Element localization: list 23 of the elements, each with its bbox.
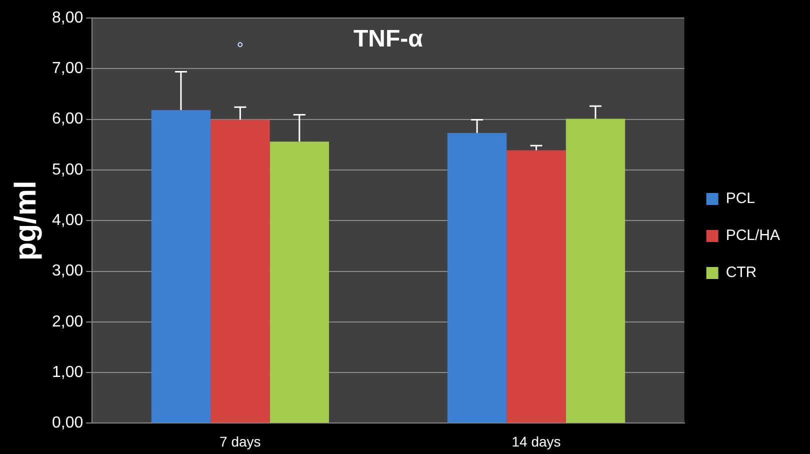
y-tick-label: 7,00 — [52, 60, 84, 78]
y-tick-label: 0,00 — [52, 414, 84, 432]
y-axis-title: pg/ml — [9, 180, 42, 261]
x-tick-label: 14 days — [512, 433, 561, 450]
x-tick-label: 7 days — [220, 433, 261, 450]
legend-label: CTR — [726, 264, 757, 282]
y-tick-label: 1,00 — [52, 364, 84, 381]
bar — [506, 150, 566, 423]
chart-title: TNF-α — [354, 26, 424, 53]
bar — [447, 132, 507, 423]
bar — [210, 120, 270, 423]
y-tick-label: 6,00 — [52, 110, 84, 128]
annotation: ° — [236, 38, 244, 58]
legend-label: PCL/HA — [726, 227, 780, 244]
bar — [566, 118, 626, 423]
y-tick-label: 4,00 — [52, 212, 84, 230]
y-tick-label: 8,00 — [52, 9, 84, 26]
y-tick-label: 3,00 — [52, 262, 84, 280]
bar — [151, 110, 211, 423]
bar — [270, 142, 330, 423]
y-tick-label: 2,00 — [52, 313, 84, 330]
y-tick-label: 5,00 — [52, 161, 84, 178]
legend-label: PCL — [726, 190, 756, 208]
